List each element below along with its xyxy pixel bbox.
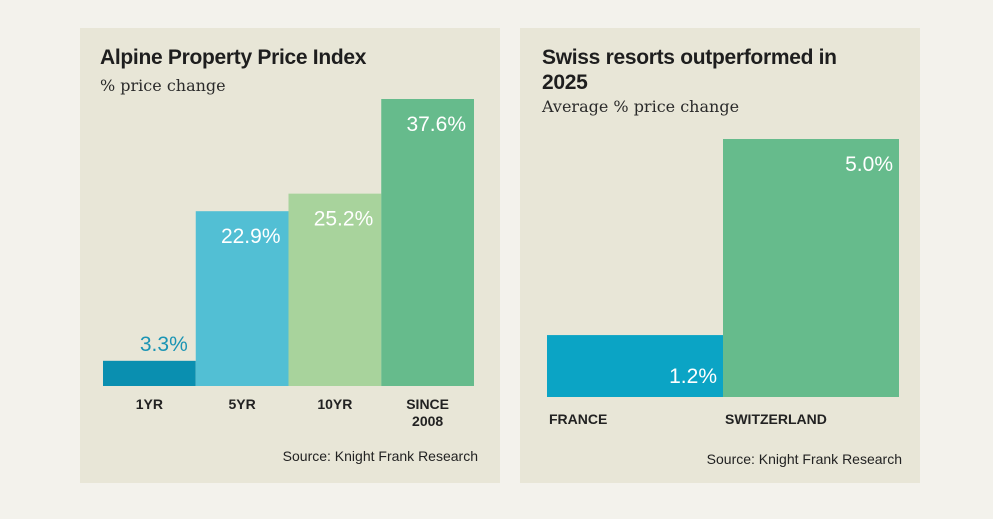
data-label: 37.6%: [406, 113, 466, 136]
category-label: 1YR: [136, 396, 163, 412]
chart-subtitle: Average % price change: [542, 97, 740, 116]
category-label: 10YR: [317, 396, 352, 412]
chart-source: Source: Knight Frank Research: [282, 448, 478, 464]
chart-title: Alpine Property Price Index: [100, 46, 367, 69]
bar-0: [103, 360, 196, 386]
bar-2: [288, 193, 382, 386]
swiss-bar-chart: 1.2% FRANCE 5.0% SWITZERLAND: [547, 139, 899, 427]
bar-0: [547, 335, 723, 397]
chart-source: Source: Knight Frank Research: [706, 451, 902, 467]
data-label: 22.9%: [221, 225, 281, 248]
category-label: FRANCE: [549, 411, 607, 427]
bar-1: [723, 139, 899, 397]
category-label: 5YR: [229, 396, 256, 412]
data-label: 25.2%: [314, 208, 374, 231]
bar-3: [381, 99, 474, 386]
data-label: 5.0%: [845, 153, 893, 176]
chart-subtitle: % price change: [100, 76, 226, 95]
category-label: 2008: [412, 413, 443, 429]
category-label: SINCE: [406, 396, 449, 412]
chart-title: Swiss resorts outperformed in 2025: [542, 46, 837, 94]
data-label: 1.2%: [669, 365, 717, 388]
alpine-index-panel: Alpine Property Price Index % price chan…: [80, 28, 500, 483]
category-label: SWITZERLAND: [725, 411, 827, 427]
swiss-resorts-panel: Swiss resorts outperformed in 2025 Avera…: [520, 28, 920, 483]
bar-1: [195, 211, 289, 386]
data-label: 3.3%: [140, 333, 188, 356]
